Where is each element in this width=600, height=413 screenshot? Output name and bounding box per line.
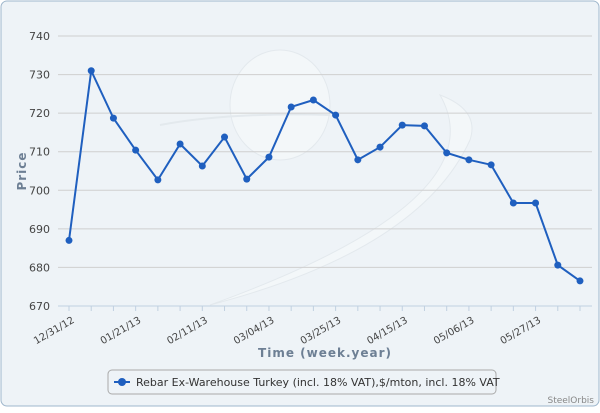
data-point [109, 114, 117, 122]
series-rebar [65, 67, 584, 285]
data-point [221, 133, 229, 141]
data-point [354, 156, 362, 164]
legend-box [107, 369, 497, 395]
data-point [332, 111, 340, 119]
data-point [309, 96, 317, 104]
data-point [443, 149, 451, 157]
data-point [265, 153, 273, 161]
legend-label: Rebar Ex-Warehouse Turkey (incl. 18% VAT… [136, 376, 500, 389]
legend-point-marker [118, 378, 126, 386]
grid [58, 35, 592, 307]
data-point [243, 175, 251, 183]
y-tick-label: 710 [29, 146, 50, 159]
data-point [420, 122, 428, 130]
y-axis-title: Price [15, 151, 29, 190]
data-point [487, 161, 495, 169]
y-tick-label: 680 [29, 261, 50, 274]
y-axis: 670 680 690 700 710 720 730 740 [29, 30, 50, 313]
y-tick-label: 720 [29, 107, 50, 120]
data-point [509, 199, 517, 207]
series-line [68, 67, 581, 282]
data-point [132, 146, 140, 154]
watermark-swirl [159, 49, 473, 306]
credit-text: SteelOrbis [547, 396, 594, 406]
data-point [554, 261, 562, 269]
y-tick-label: 690 [29, 223, 50, 236]
data-point [287, 103, 295, 111]
y-tick-label: 730 [29, 69, 50, 82]
data-point [465, 156, 473, 164]
y-tick-label: 700 [29, 184, 50, 197]
data-point [532, 199, 540, 207]
data-point [65, 236, 73, 244]
data-point [376, 143, 384, 151]
x-axis-title: Time (week.year) [258, 346, 392, 360]
legend[interactable]: Rebar Ex-Warehouse Turkey (incl. 18% VAT… [107, 369, 500, 395]
data-point [87, 67, 95, 75]
data-point [576, 277, 584, 285]
data-point [154, 176, 162, 184]
data-point [398, 121, 406, 129]
data-point [176, 140, 184, 148]
y-tick-label: 740 [29, 30, 50, 43]
y-tick-label: 670 [29, 300, 50, 313]
data-point [198, 162, 206, 170]
